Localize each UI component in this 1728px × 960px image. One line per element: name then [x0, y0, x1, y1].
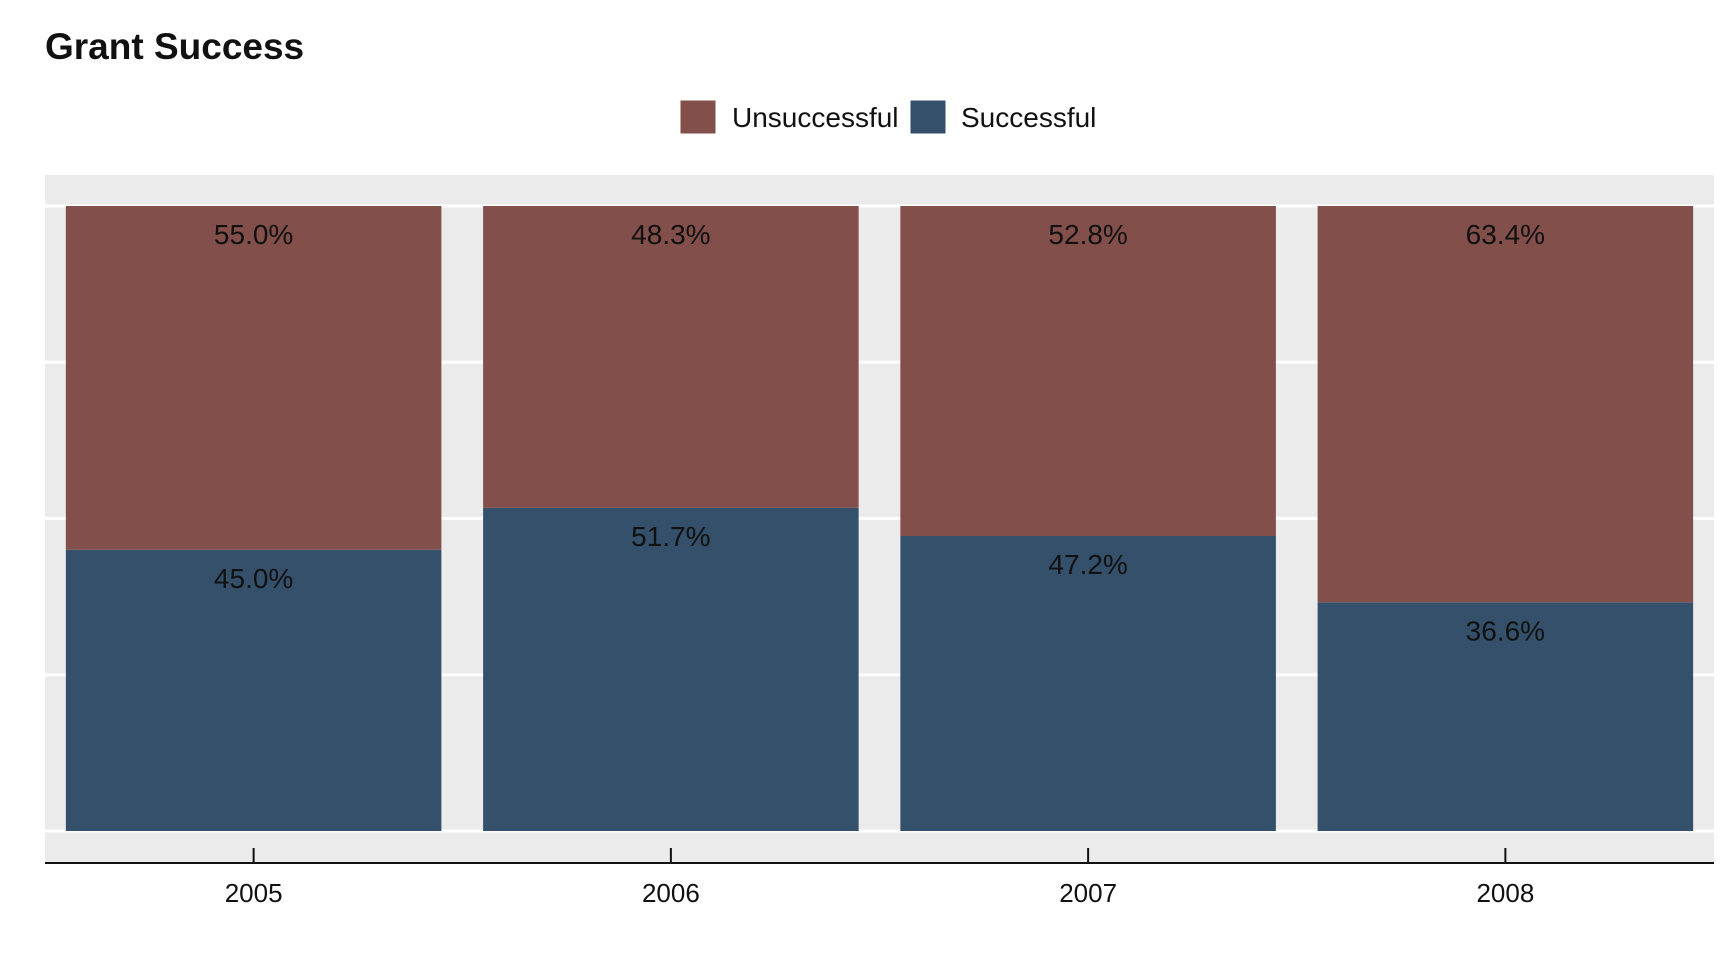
- data-label-unsuccessful-2005: 55.0%: [214, 219, 293, 250]
- bar-unsuccessful-2008: [1317, 206, 1694, 603]
- bar-successful-2007: [900, 536, 1276, 831]
- legend-label-unsuccessful: Unsuccessful: [732, 102, 899, 133]
- data-label-successful-2006: 51.7%: [631, 521, 710, 552]
- legend-swatch-unsuccessful: [679, 99, 717, 135]
- data-labels: 45.0% 55.0% 51.7% 48.3% 47.2% 52.8% 36.6% 63.4%: [214, 219, 1545, 646]
- data-label-unsuccessful-2008: 63.4%: [1466, 219, 1545, 250]
- x-tick-label-2007: 2007: [1059, 878, 1117, 908]
- data-label-unsuccessful-2006: 48.3%: [631, 219, 710, 250]
- data-label-successful-2008: 36.6%: [1466, 615, 1545, 646]
- legend-label-successful: Successful: [961, 102, 1096, 133]
- x-tick-label-2008: 2008: [1476, 878, 1534, 908]
- data-label-successful-2007: 47.2%: [1048, 549, 1127, 580]
- legend: Unsuccessful Successful: [679, 99, 1096, 135]
- legend-swatch-successful: [909, 99, 947, 135]
- bar-successful-2008: [1317, 602, 1694, 831]
- x-axis-ticks: 2005 2006 2007 2008: [225, 848, 1534, 908]
- bars: [65, 206, 1694, 831]
- x-tick-label-2005: 2005: [225, 878, 283, 908]
- bar-unsuccessful-2007: [900, 206, 1276, 536]
- x-tick-label-2006: 2006: [642, 878, 700, 908]
- chart-title: Grant Success: [45, 26, 305, 67]
- bar-unsuccessful-2005: [65, 206, 442, 550]
- data-label-unsuccessful-2007: 52.8%: [1048, 219, 1127, 250]
- bar-unsuccessful-2006: [483, 206, 859, 508]
- bar-successful-2006: [483, 507, 859, 831]
- bar-successful-2005: [65, 549, 442, 831]
- data-label-successful-2005: 45.0%: [214, 563, 293, 594]
